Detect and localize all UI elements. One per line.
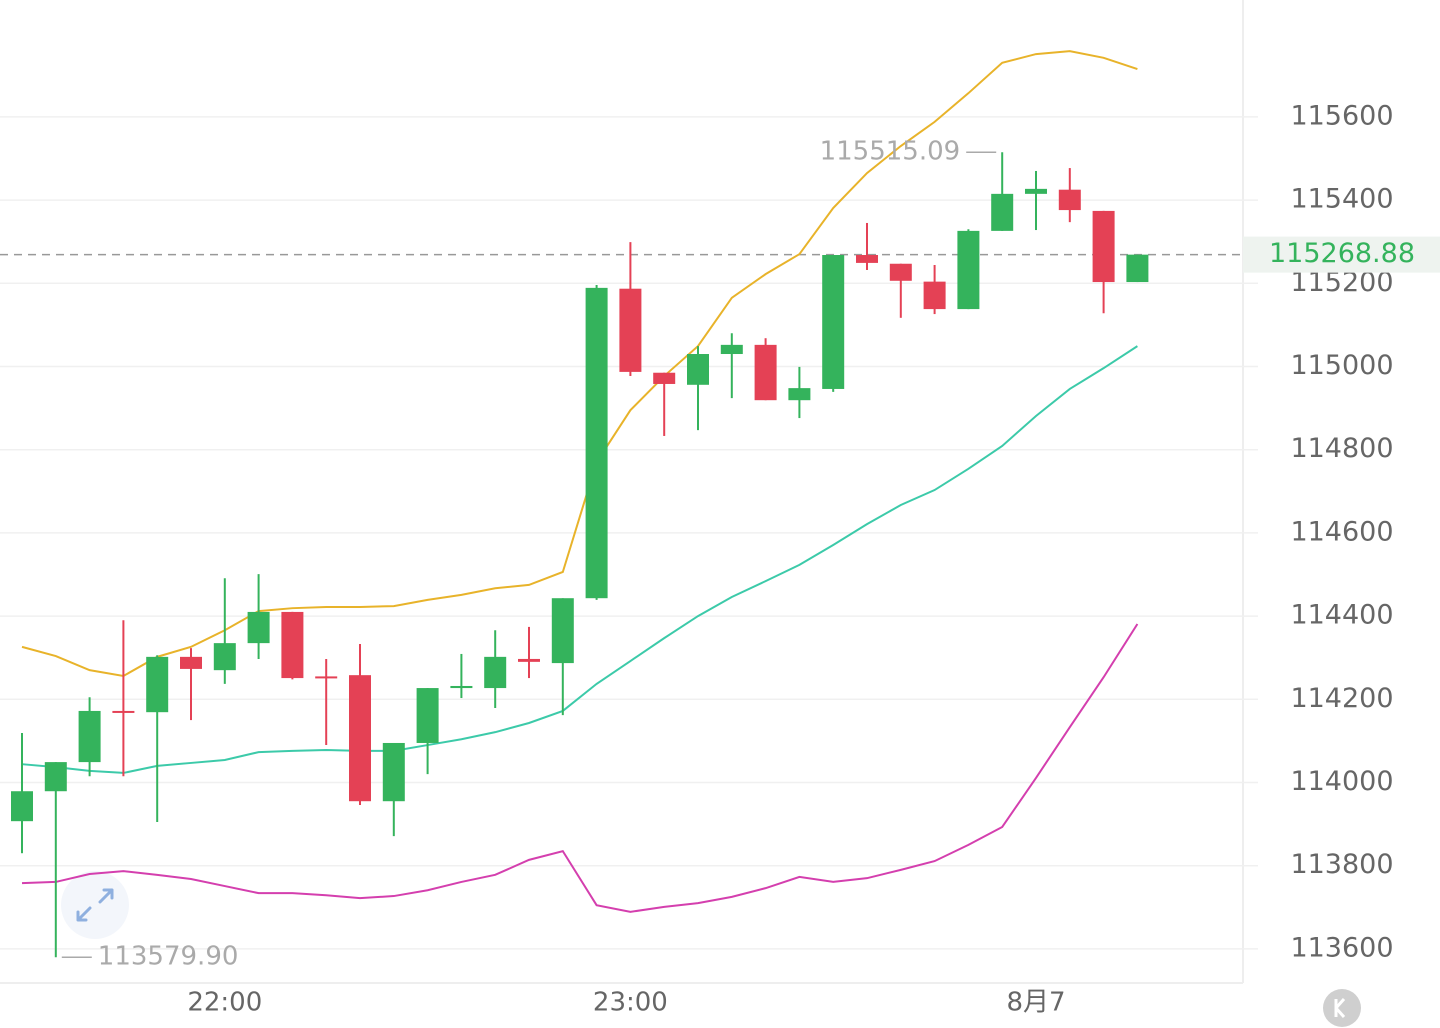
candle-body xyxy=(720,344,743,355)
candle-body xyxy=(1058,189,1081,211)
candle-body xyxy=(213,643,236,671)
x-tick-label: 22:00 xyxy=(187,988,262,1018)
indicator-line xyxy=(21,623,1139,913)
candle-body xyxy=(349,675,371,802)
y-tick-label: 114000 xyxy=(1290,766,1393,797)
candle-body xyxy=(44,762,67,792)
k-button[interactable] xyxy=(1323,989,1361,1027)
indicator-line xyxy=(21,345,1138,774)
y-tick-label: 114800 xyxy=(1290,433,1393,464)
candle-body xyxy=(889,263,912,281)
y-tick-label: 113800 xyxy=(1290,849,1393,880)
candle-body xyxy=(619,288,642,372)
y-tick-label: 114200 xyxy=(1290,683,1393,714)
candle-body xyxy=(315,676,338,679)
candle-body xyxy=(822,255,845,389)
candle-body xyxy=(1025,188,1047,194)
expand-icon-bg[interactable] xyxy=(61,871,129,939)
candle-body xyxy=(585,287,608,599)
candle-body xyxy=(653,372,676,384)
candle-body xyxy=(856,255,878,263)
candle-body xyxy=(754,344,777,401)
candle-body xyxy=(180,656,202,669)
candle-body xyxy=(416,688,439,743)
candle-body xyxy=(112,710,135,713)
candle-body xyxy=(78,710,101,763)
k-button-glyph[interactable] xyxy=(1334,998,1346,1018)
candle-body xyxy=(957,230,980,310)
expand-icon[interactable] xyxy=(61,871,129,939)
candle-body xyxy=(991,193,1014,231)
candle-body xyxy=(382,742,405,802)
candle-body xyxy=(11,791,33,822)
candle-body xyxy=(450,685,473,689)
y-tick-label: 115400 xyxy=(1290,184,1393,215)
candle-body xyxy=(281,611,304,679)
y-tick-label: 114600 xyxy=(1290,516,1393,547)
x-tick-label: 8月7 xyxy=(1006,988,1065,1018)
y-tick-label: 115000 xyxy=(1290,350,1393,381)
candle-body xyxy=(923,281,946,310)
indicator-line xyxy=(21,50,1138,678)
candle-body xyxy=(1092,210,1115,283)
candle-body xyxy=(146,656,169,713)
candle-body xyxy=(247,611,270,644)
k-button-bg[interactable] xyxy=(1323,989,1361,1027)
y-tick-label: 114400 xyxy=(1290,600,1393,631)
candle-body xyxy=(687,354,709,385)
candle-body xyxy=(518,658,540,662)
min-label: 113579.90 xyxy=(98,942,239,972)
max-label: 115515.09 xyxy=(820,137,961,167)
candle-body xyxy=(1126,254,1149,283)
x-tick-label: 23:00 xyxy=(593,988,668,1018)
last-price-tag xyxy=(1243,236,1440,273)
last-price-label: 115268.88 xyxy=(1269,238,1415,269)
candle-body xyxy=(484,656,507,689)
candle-body xyxy=(551,598,574,664)
y-tick-label: 115600 xyxy=(1290,100,1393,131)
candle-body xyxy=(788,388,811,401)
expand-icon-glyph[interactable] xyxy=(76,888,114,922)
y-tick-label: 113600 xyxy=(1290,932,1393,963)
